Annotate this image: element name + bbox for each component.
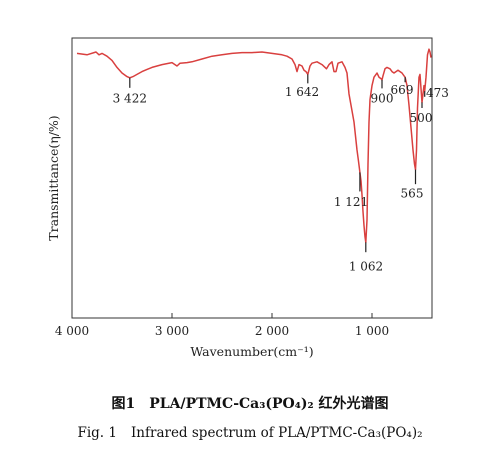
spectrum-line [76,48,432,244]
caption-cn-text: PLA/PTMC-Ca₃(PO₄)₂ 红外光谱图 [149,396,389,412]
y-axis-label: Transmittance(η/%) [46,115,61,240]
peak-label-565: 565 [401,187,424,201]
x-tick-label-2000: 2 000 [255,324,289,338]
x-axis-label: Wavenumber(cm⁻¹) [190,344,313,359]
caption-cn-prefix: 图1 [111,396,136,412]
caption-en-text: Infrared spectrum of PLA/PTMC-Ca₃(PO₄)₂ [130,425,423,441]
peak-label-473: 473 [426,86,449,100]
peak-label-669: 669 [391,83,414,97]
peak-label-1642: 1 642 [285,85,319,99]
plot-frame [71,37,433,319]
peak-label-900: 900 [371,91,394,105]
peak-label-1062: 1 062 [349,259,383,273]
x-tick-label-3000: 3 000 [155,324,189,338]
peak-label-500: 500 [410,111,433,125]
caption-english: Fig. 1 Infrared spectrum of PLA/PTMC-Ca₃(… [0,425,500,441]
x-tick-label-4000: 4 000 [55,324,89,338]
x-axis-ticks [71,313,373,318]
x-axis-tick-labels: 4 000 3 000 2 000 1 000 [55,324,389,338]
caption-en-prefix: Fig. 1 [77,425,117,441]
x-tick-label-1000: 1 000 [355,324,389,338]
peak-label-3422: 3 422 [113,91,147,105]
peak-label-1121: 1 121 [334,195,368,209]
caption-chinese: 图1 PLA/PTMC-Ca₃(PO₄)₂ 红外光谱图 [0,393,500,413]
